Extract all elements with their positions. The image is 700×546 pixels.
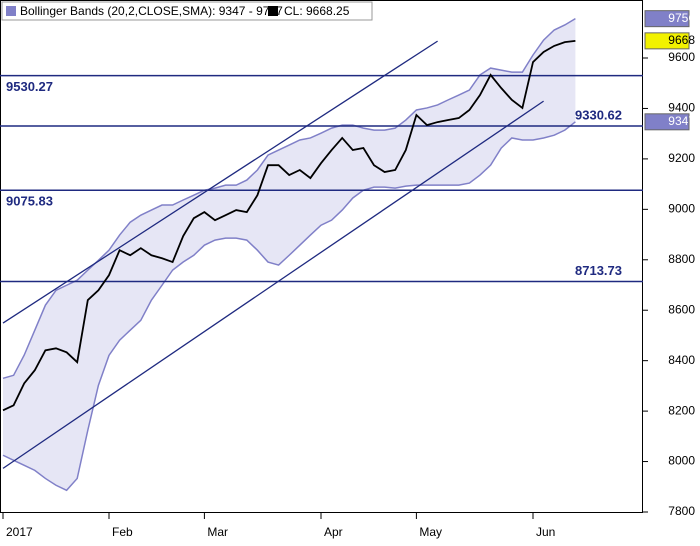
legend-label: CL: 9668.25 [284, 4, 350, 18]
legend-swatch [6, 6, 16, 16]
x-tick-label: May [419, 525, 442, 539]
y-tick-label: 8600 [668, 302, 695, 316]
value-tag-label: 9756 [668, 11, 695, 25]
channel-line [2, 40, 438, 324]
y-tick-label: 8000 [668, 454, 695, 468]
level-label: 9530.27 [6, 79, 53, 94]
x-tick-label: 2017 [6, 525, 33, 539]
close-line [2, 39, 576, 412]
value-tag [644, 32, 690, 50]
x-tick-label: Jun [536, 525, 555, 539]
legend-label: Bollinger Bands (20,2,CLOSE,SMA): 9347 -… [20, 4, 283, 18]
x-tick-label: Feb [112, 525, 133, 539]
level-label: 9075.83 [6, 194, 53, 209]
legend-swatch [268, 6, 278, 16]
y-tick-label: 8400 [668, 353, 695, 367]
y-tick-label: 8800 [668, 252, 695, 266]
x-tick-label: Mar [207, 525, 228, 539]
y-tick-label: 7800 [668, 504, 695, 518]
channel-line [2, 100, 544, 469]
value-tag [644, 113, 690, 131]
y-tick-label: 9600 [668, 50, 695, 64]
value-tag-label: 9347 [668, 114, 695, 128]
level-label: 8713.73 [575, 263, 622, 278]
level-label: 9330.62 [575, 107, 622, 122]
y-tick-label: 8200 [668, 403, 695, 417]
value-tag-label: 9668 [668, 33, 695, 47]
y-tick-label: 9200 [668, 151, 695, 165]
plot-area: 9530.27 9330.62 9075.83 8713.73 [0, 18, 643, 492]
band-lower [2, 121, 576, 492]
y-tick-label: 9400 [668, 101, 695, 115]
x-tick-label: Apr [324, 525, 343, 539]
legend-box [1, 1, 373, 21]
y-tick-label: 9000 [668, 202, 695, 216]
value-tag [644, 10, 690, 28]
